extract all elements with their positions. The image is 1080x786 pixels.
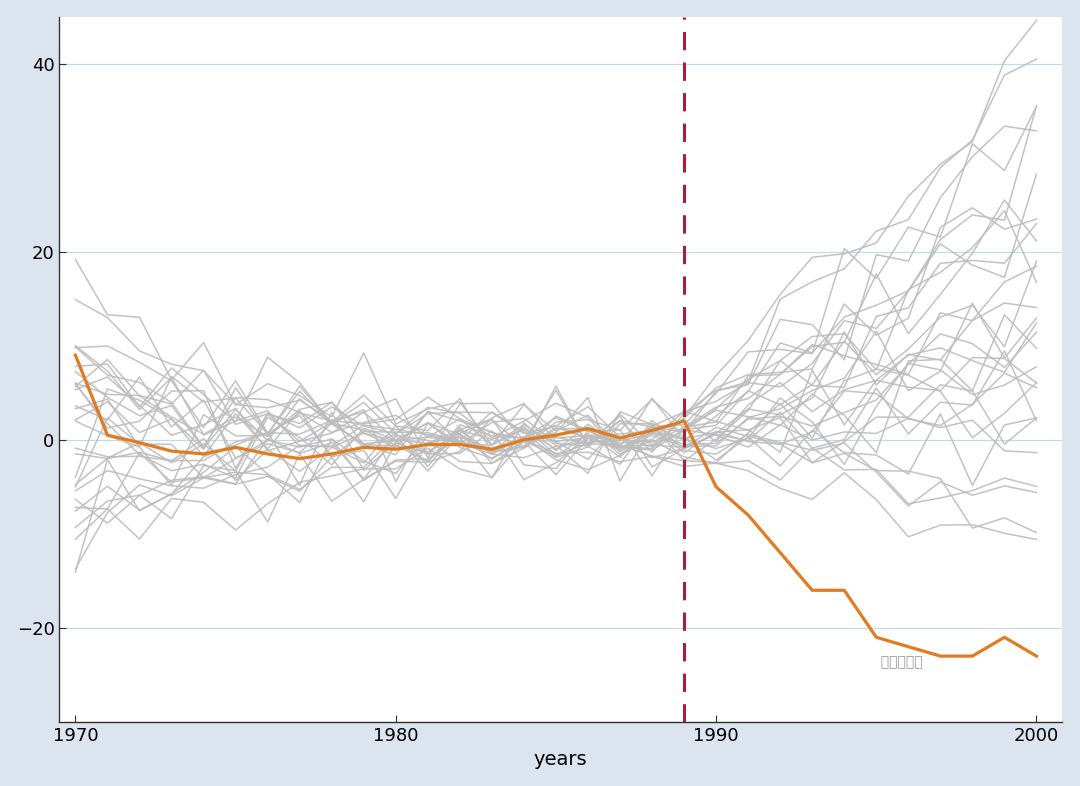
X-axis label: years: years	[534, 751, 588, 769]
Text: 计量经济圈: 计量经济圈	[872, 655, 922, 669]
